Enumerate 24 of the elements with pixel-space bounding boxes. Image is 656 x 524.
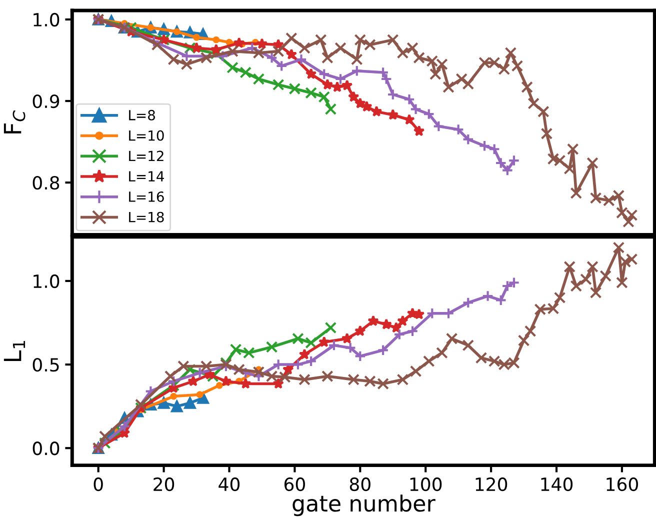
legend-label: L=16 [129,191,164,202]
y-tick-label: 0.8 [32,176,60,190]
x-tick-label: 60 [284,477,305,492]
x-tick-label: 40 [218,477,240,492]
y-tick-label: 0.0 [32,442,60,456]
x-tick-label: 100 [410,477,442,492]
x-tick-label: 120 [476,477,508,492]
legend-label: L=12 [129,150,164,161]
legend-label: L=18 [129,212,164,222]
y-tick-label: 0.5 [32,358,59,372]
legend-label: L=8 [129,110,155,120]
x-tick-label: 20 [154,477,174,492]
x-tick-label: 0 [94,477,103,492]
x-axis-title: gate number [292,494,436,516]
y-axis-title: F$_{C}$ [4,110,26,134]
x-tick-label: 140 [541,477,573,492]
y-tick-label: 1.0 [34,274,60,288]
y-axis-title: L$_{1}$ [4,340,26,362]
x-tick-label: 160 [606,477,638,492]
legend-label: L=14 [129,171,164,182]
legend-label: L=10 [129,130,164,141]
x-tick-label: 80 [350,477,370,492]
y-tick-label: 0.9 [32,94,60,108]
y-tick-label: 1.0 [34,12,60,27]
